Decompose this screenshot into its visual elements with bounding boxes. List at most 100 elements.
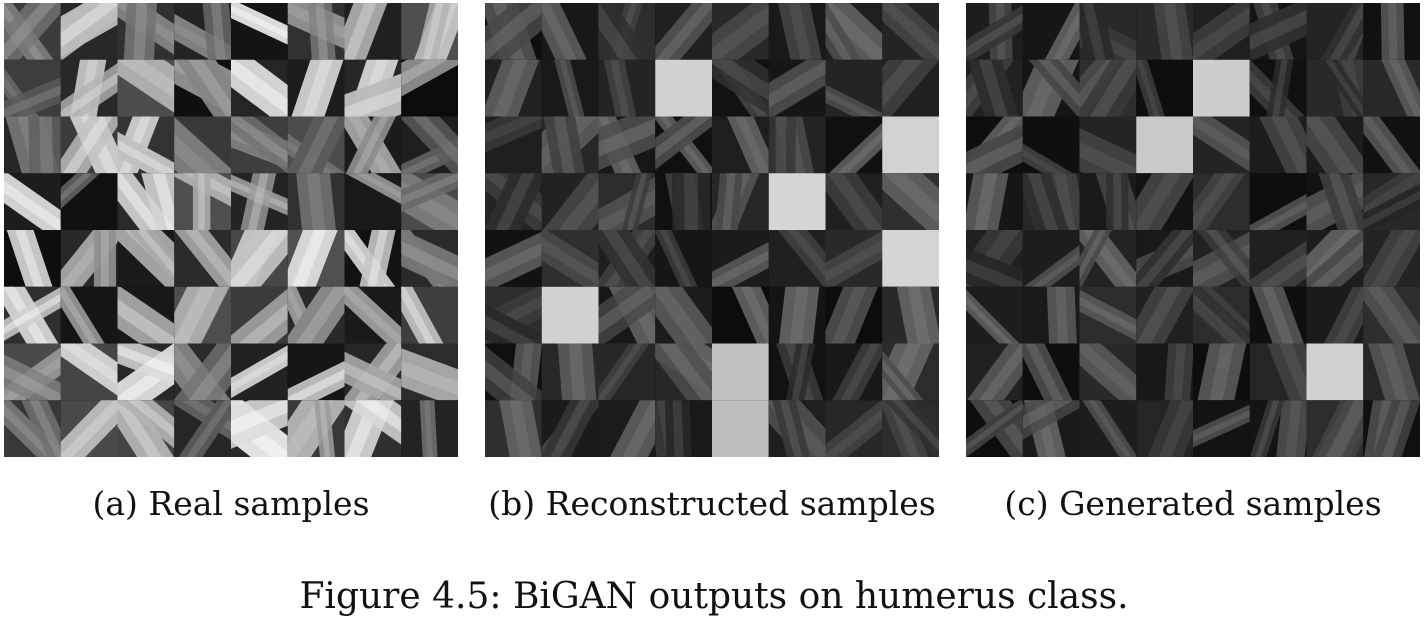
sample-tile bbox=[485, 286, 542, 344]
sample-tile bbox=[1022, 116, 1080, 174]
sample-tile bbox=[712, 400, 769, 457]
sample-tile bbox=[485, 59, 542, 117]
sample-tile bbox=[655, 230, 712, 287]
sample-tile bbox=[768, 343, 826, 401]
sample-tile bbox=[768, 400, 826, 457]
sample-tile bbox=[768, 3, 826, 60]
sample-tile bbox=[4, 286, 61, 344]
sample-tile bbox=[882, 173, 939, 230]
sample-tile bbox=[1363, 3, 1420, 60]
sample-tile bbox=[344, 286, 402, 344]
sample-tile bbox=[966, 116, 1023, 174]
sample-tile bbox=[231, 59, 288, 117]
sample-tile bbox=[768, 59, 826, 117]
sample-tile bbox=[485, 116, 542, 174]
sample-tile bbox=[1363, 286, 1420, 344]
sample-tile bbox=[1193, 230, 1250, 287]
sample-tile bbox=[401, 400, 458, 457]
sample-tile bbox=[1022, 400, 1080, 457]
sample-tile bbox=[825, 116, 883, 174]
sample-tile bbox=[768, 173, 826, 230]
sample-tile bbox=[655, 116, 712, 174]
sample-tile bbox=[712, 173, 769, 230]
sample-tile bbox=[117, 173, 175, 230]
sample-tile bbox=[60, 343, 118, 401]
sample-tile bbox=[825, 286, 883, 344]
sample-tile bbox=[344, 116, 402, 174]
sample-tile bbox=[1363, 343, 1420, 401]
reconstructed-samples-grid bbox=[485, 3, 939, 457]
sample-tile bbox=[1136, 230, 1193, 287]
sample-tile bbox=[287, 230, 345, 287]
sample-tile bbox=[598, 286, 656, 344]
sample-tile bbox=[825, 230, 883, 287]
sample-tile bbox=[4, 116, 61, 174]
sample-tile bbox=[1306, 173, 1364, 230]
sample-tile bbox=[541, 343, 599, 401]
sample-tile bbox=[60, 400, 118, 457]
sample-tile bbox=[598, 173, 656, 230]
sample-tile bbox=[117, 400, 175, 457]
sample-tile bbox=[598, 230, 656, 287]
sample-tile bbox=[1249, 116, 1307, 174]
sample-tile bbox=[287, 3, 345, 60]
sample-tile bbox=[4, 173, 61, 230]
sample-tile bbox=[541, 173, 599, 230]
figure-caption: Figure 4.5: BiGAN outputs on humerus cla… bbox=[299, 576, 1129, 617]
sample-tile bbox=[1306, 343, 1364, 401]
sample-tile bbox=[1363, 400, 1420, 457]
reconstructed-samples-image bbox=[485, 3, 939, 457]
sample-tile bbox=[287, 59, 345, 117]
sample-tile bbox=[117, 3, 175, 60]
sample-tile bbox=[1306, 400, 1364, 457]
sample-tile bbox=[1079, 400, 1137, 457]
sample-tile bbox=[60, 230, 118, 287]
sample-tile bbox=[882, 116, 939, 174]
sample-tile bbox=[541, 3, 599, 60]
sample-tile bbox=[712, 3, 769, 60]
sample-tile bbox=[768, 230, 826, 287]
sample-tile bbox=[287, 116, 345, 174]
sample-tile bbox=[4, 230, 61, 287]
sample-tile bbox=[712, 230, 769, 287]
sample-tile bbox=[541, 400, 599, 457]
sample-tile bbox=[541, 286, 599, 344]
sample-tile bbox=[231, 286, 288, 344]
sample-tile bbox=[401, 173, 458, 230]
sample-tile bbox=[344, 3, 402, 60]
sample-tile bbox=[401, 59, 458, 117]
subcaption-generated-samples: (c) Generated samples bbox=[1004, 484, 1382, 523]
sample-tile bbox=[485, 343, 542, 401]
sample-tile bbox=[598, 3, 656, 60]
sample-tile bbox=[1079, 3, 1137, 60]
sample-tile bbox=[966, 343, 1023, 401]
generated-samples-image bbox=[966, 3, 1420, 457]
sample-tile bbox=[231, 116, 288, 174]
sample-tile bbox=[1249, 230, 1307, 287]
sample-tile bbox=[1193, 343, 1250, 401]
sample-tile bbox=[1249, 286, 1307, 344]
sample-tile bbox=[1306, 286, 1364, 344]
sample-tile bbox=[712, 343, 769, 401]
sample-tile bbox=[117, 286, 175, 344]
sample-tile bbox=[1363, 59, 1420, 117]
sample-tile bbox=[1022, 230, 1080, 287]
sample-tile bbox=[485, 230, 542, 287]
sample-tile bbox=[1136, 116, 1193, 174]
sample-tile bbox=[882, 59, 939, 117]
sample-tile bbox=[966, 230, 1023, 287]
sample-tile bbox=[882, 230, 939, 287]
sample-tile bbox=[344, 173, 402, 230]
sample-tile bbox=[1193, 116, 1250, 174]
sample-tile bbox=[485, 173, 542, 230]
sample-tile bbox=[598, 116, 656, 174]
sample-tile bbox=[1136, 3, 1193, 60]
sample-tile bbox=[1193, 286, 1250, 344]
sample-tile bbox=[1193, 173, 1250, 230]
sample-tile bbox=[401, 343, 458, 401]
sample-tile bbox=[287, 286, 345, 344]
sample-tile bbox=[1136, 286, 1193, 344]
sample-tile bbox=[4, 343, 61, 401]
sample-tile bbox=[1136, 59, 1193, 117]
sample-tile bbox=[485, 3, 542, 60]
